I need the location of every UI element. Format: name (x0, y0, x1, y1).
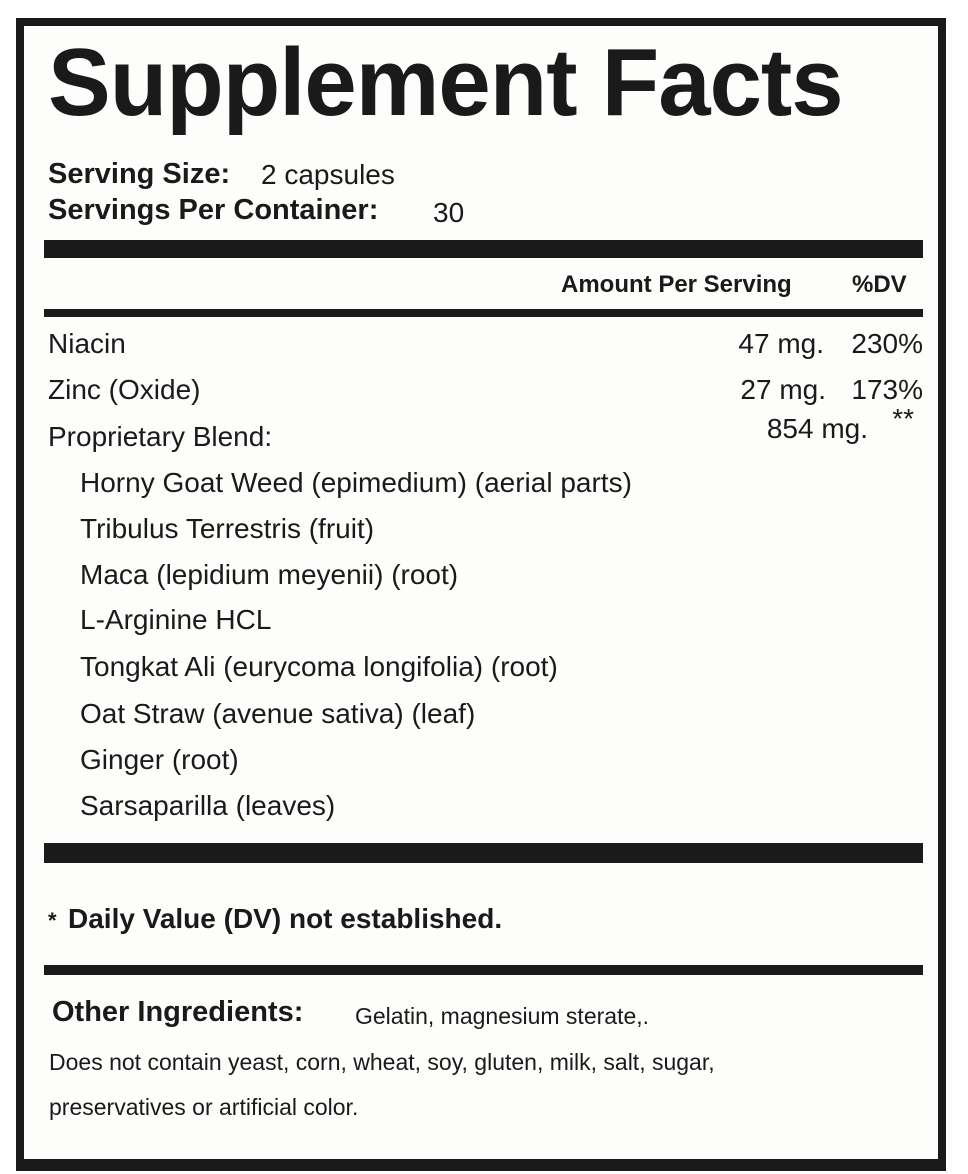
serving-size-label: Serving Size: (48, 158, 231, 190)
serving-size-value: 2 capsules (261, 159, 395, 190)
divider (44, 309, 923, 317)
divider-thick (44, 843, 923, 863)
blend-item: Maca (lepidium meyenii) (root) (80, 559, 459, 590)
blend-item: Tongkat Ali (eurycoma longifolia) (root) (80, 651, 558, 682)
page-title: Supplement Facts (48, 29, 844, 136)
blend-item: Tribulus Terrestris (fruit) (80, 513, 375, 544)
nutrient-dv: ** (892, 403, 914, 434)
nutrient-name: Proprietary Blend: (48, 421, 273, 452)
divider (44, 965, 923, 975)
blend-item: Sarsaparilla (leaves) (80, 790, 336, 821)
nutrient-dv: 173% (851, 374, 923, 405)
blend-item: L-Arginine HCL (80, 604, 272, 635)
nutrient-name: Niacin (48, 328, 126, 359)
nutrient-amount: 47 mg. (738, 328, 824, 359)
divider-thick (44, 240, 923, 258)
nutrient-amount: 27 mg. (740, 374, 826, 405)
blend-item: Ginger (root) (80, 744, 239, 775)
other-ingredients-value: Gelatin, magnesium sterate,. (355, 1003, 650, 1029)
nutrient-dv: 230% (851, 328, 923, 359)
other-ingredients-label: Other Ingredients: (52, 996, 304, 1028)
blend-item: Oat Straw (avenue sativa) (leaf) (80, 698, 476, 729)
servings-per-container-value: 30 (433, 197, 465, 228)
footnote-text: Daily Value (DV) not established. (68, 903, 503, 934)
nutrient-amount: 854 mg. (766, 413, 868, 444)
blend-item: Horny Goat Weed (epimedium) (aerial part… (80, 467, 632, 498)
servings-per-container-label: Servings Per Container: (48, 194, 379, 226)
dv-header: %DV (852, 271, 907, 298)
footnote-mark: * (48, 908, 57, 933)
amount-per-serving-header: Amount Per Serving (561, 271, 792, 298)
label-frame (16, 18, 946, 1171)
allergen-note-line1: Does not contain yeast, corn, wheat, soy… (49, 1049, 715, 1075)
nutrient-name: Zinc (Oxide) (48, 374, 201, 405)
allergen-note-line2: preservatives or artificial color. (49, 1094, 359, 1120)
